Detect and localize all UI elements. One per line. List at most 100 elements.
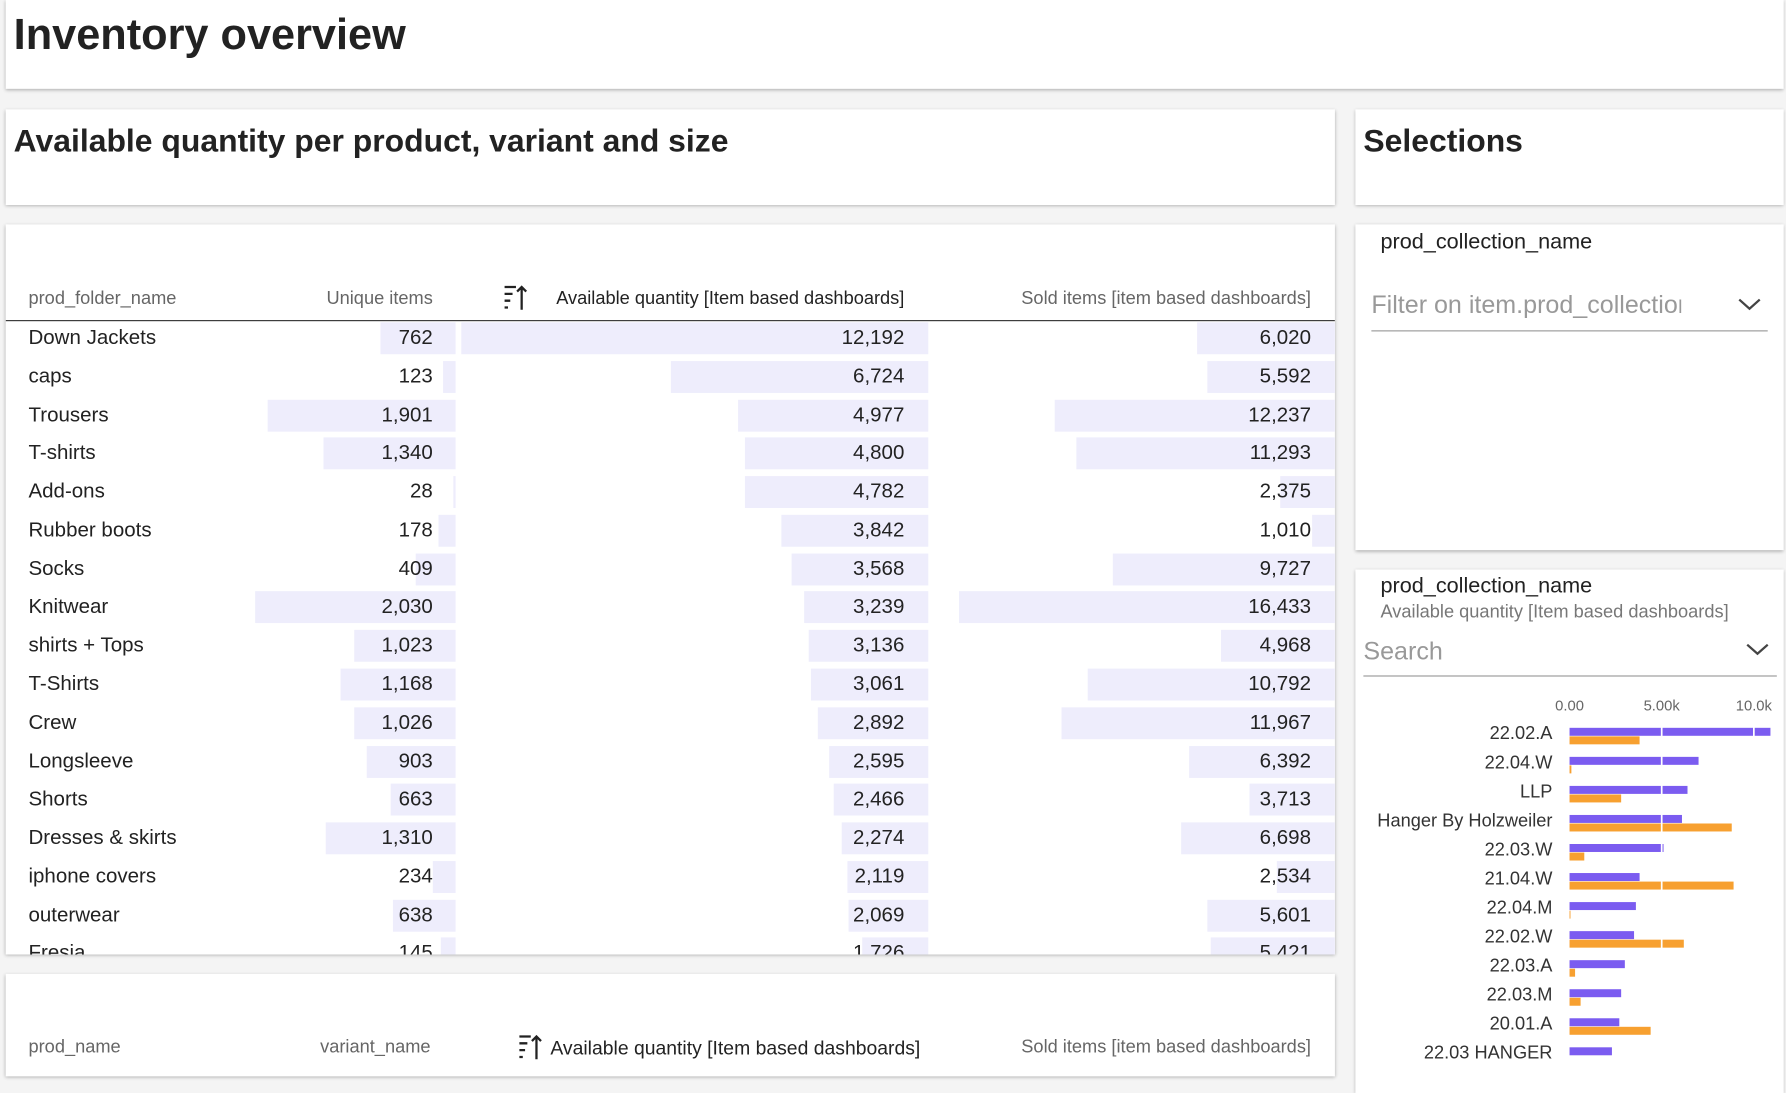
cell-value: 638: [399, 903, 433, 927]
cell-value: 2,595: [853, 749, 904, 773]
cell-value: 3,061: [853, 672, 904, 696]
x-tick-label: 10.0k: [1736, 699, 1773, 715]
cell-value: 11,293: [1250, 441, 1311, 465]
cell-value: 3,842: [853, 518, 904, 542]
cell-value: 6,724: [853, 364, 904, 388]
sort-icon[interactable]: [518, 1033, 543, 1060]
cell-bar: [1182, 823, 1335, 855]
bar: [1570, 736, 1640, 744]
dashboard: Inventory overview Available quantity pe…: [0, 0, 1786, 1056]
bar: [1570, 882, 1734, 890]
cell-value: 6,392: [1260, 749, 1311, 773]
bar: [1570, 1047, 1612, 1055]
column-header[interactable]: variant_name: [320, 1038, 430, 1059]
cell-value: 145: [399, 941, 433, 954]
cell-bar: [453, 476, 456, 508]
cell-value: 1,168: [382, 672, 433, 696]
cell-value: 1,010: [1260, 518, 1311, 542]
column-header[interactable]: Sold items [item based dashboards]: [1021, 1038, 1311, 1059]
row-label: Down Jackets: [28, 326, 156, 350]
row-label: T-shirts: [28, 441, 95, 465]
input-underline: [1371, 330, 1767, 331]
row-label: Socks: [28, 557, 84, 581]
cell-value: 2,119: [855, 864, 905, 888]
selections-card: Selections: [1355, 109, 1783, 205]
cell-value: 5,592: [1260, 364, 1311, 388]
cell-value: 2,534: [1260, 864, 1311, 888]
column-header[interactable]: Available quantity [Item based dashboard…: [556, 289, 904, 310]
cell-value: 234: [399, 864, 433, 888]
cell-value: 663: [399, 787, 433, 811]
y-tick-label: 21.04.W: [1485, 868, 1554, 888]
cell-value: 2,274: [853, 826, 904, 850]
table2-card: prod_name variant_name Available quantit…: [6, 974, 1335, 1077]
cell-value: 3,239: [853, 595, 904, 619]
title-card: Available quantity per product, variant …: [6, 109, 1335, 205]
cell-value: 5,421: [1260, 941, 1311, 954]
cell-value: 6,020: [1260, 326, 1311, 350]
cell-value: 6,698: [1260, 826, 1311, 850]
cell-value: 4,968: [1260, 634, 1311, 658]
y-tick-label: LLP: [1520, 781, 1552, 801]
y-tick-label: 22.04.W: [1485, 752, 1554, 772]
y-tick-label: 22.04.M: [1487, 897, 1553, 917]
cell-value: 1,901: [382, 403, 433, 427]
cell-value: 409: [399, 557, 433, 581]
filter-input[interactable]: Filter on item.prod_collection_name: [1371, 290, 1681, 320]
cell-value: 28: [410, 480, 433, 504]
cell-value: 3,713: [1260, 787, 1311, 811]
row-label: Add-ons: [28, 480, 104, 504]
cell-value: 2,375: [1260, 480, 1311, 504]
cell-value: 178: [399, 518, 433, 542]
cell-bar: [438, 515, 456, 547]
cell-value: 1,023: [382, 634, 433, 658]
row-label: Crew: [28, 711, 76, 735]
sort-icon[interactable]: [503, 284, 528, 311]
cell-value: 1,726: [853, 941, 904, 954]
bar: [1570, 931, 1635, 939]
bar: [1570, 728, 1771, 736]
cell-value: 2,030: [382, 595, 433, 619]
cell-bar: [443, 361, 455, 393]
bar: [1570, 815, 1682, 823]
selections-title: Selections: [1363, 123, 1523, 159]
header-card: Inventory overview: [6, 0, 1784, 89]
dropdown-chevron[interactable]: [1736, 295, 1763, 313]
row-label: Knitwear: [28, 595, 108, 619]
column-header[interactable]: prod_folder_name: [28, 289, 176, 310]
x-tick-label: 5.00k: [1644, 699, 1681, 715]
row-label: Rubber boots: [28, 518, 151, 542]
y-tick-label: 22.03 HANGER: [1424, 1043, 1553, 1063]
cell-value: 4,782: [853, 480, 904, 504]
cell-value: 16,433: [1248, 595, 1311, 619]
header-rule: [6, 320, 1335, 321]
cell-bar: [1312, 515, 1335, 547]
cell-value: 1,026: [382, 711, 433, 735]
cell-value: 762: [399, 326, 433, 350]
bar: [1570, 765, 1572, 773]
bar: [1570, 853, 1585, 861]
bar: [1570, 902, 1636, 910]
row-label: Fresia: [28, 941, 85, 954]
bar: [1570, 960, 1625, 968]
cell-value: 10,792: [1248, 672, 1311, 696]
column-header[interactable]: Available quantity [Item based dashboard…: [550, 1038, 920, 1061]
column-header[interactable]: prod_name: [28, 1038, 120, 1059]
x-tick-label: 0.00: [1555, 699, 1584, 715]
row-label: T-Shirts: [28, 672, 99, 696]
y-tick-label: 20.01.A: [1490, 1014, 1554, 1034]
panel-title: Available quantity per product, variant …: [14, 123, 729, 159]
column-header[interactable]: Sold items [item based dashboards]: [1021, 289, 1311, 310]
y-tick-label: 22.03.A: [1490, 956, 1554, 976]
cell-value: 5,601: [1260, 903, 1311, 927]
row-label: Longsleeve: [28, 749, 133, 773]
column-header[interactable]: Unique items: [326, 289, 432, 310]
cell-value: 1,310: [382, 826, 433, 850]
page-title: Inventory overview: [14, 11, 406, 60]
table-card: prod_folder_name Unique items Available …: [6, 224, 1335, 954]
y-tick-label: 22.03.W: [1485, 839, 1554, 859]
cell-value: 2,466: [853, 787, 904, 811]
cell-value: 9,727: [1260, 557, 1311, 581]
bar: [1570, 873, 1640, 881]
